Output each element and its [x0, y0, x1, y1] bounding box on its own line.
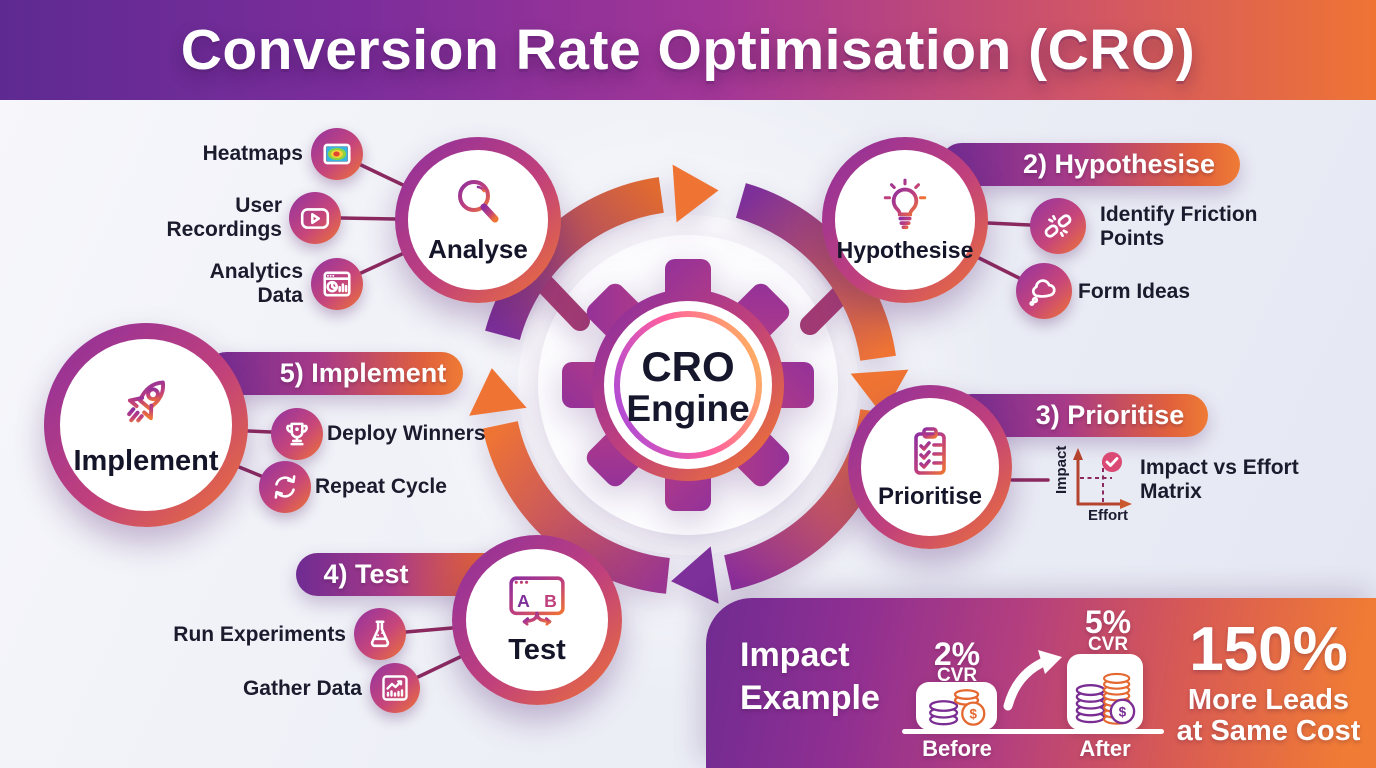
result-line1: More Leads — [1187, 684, 1350, 716]
page-title: Conversion Rate Optimisation (CRO) — [180, 18, 1196, 82]
lightbulb-icon — [883, 178, 927, 230]
video-play-icon — [289, 192, 341, 244]
impact-effort-chart-icon: Impact Effort — [1053, 446, 1132, 524]
stage-analyse-label: Analyse — [428, 234, 528, 264]
after-box: $ — [1067, 654, 1143, 730]
item-label-analytics-data: Analytics Data — [209, 260, 303, 307]
coins-large-icon: $ — [1075, 672, 1136, 725]
broken-chain-icon — [1030, 198, 1086, 254]
ribbon-implement: 5) Implement — [205, 352, 463, 395]
item-label-gather-data: Gather Data — [242, 677, 362, 700]
ribbon-hypothesise: 2) Hypothesise — [940, 143, 1240, 186]
result-value: 150% — [1189, 615, 1348, 684]
stage-hypothesise-label: Hypothesise — [836, 237, 974, 263]
stage-test-label: Test — [508, 633, 566, 666]
analytics-window-icon — [311, 258, 363, 310]
arrowhead-right — [850, 369, 909, 416]
stage-test-inner: A B Test — [465, 548, 609, 692]
before-coin-symbol: $ — [969, 706, 977, 721]
ab-letter-a: A — [517, 591, 530, 611]
item-label-impact-effort: Impact vs Effort Matrix — [1140, 456, 1299, 503]
stage-implement: Implement — [44, 323, 248, 527]
stage-prioritise: Prioritise — [848, 385, 1012, 549]
item-label-repeat-cycle: Repeat Cycle — [315, 475, 447, 498]
flask-icon — [354, 608, 406, 660]
stage-implement-label: Implement — [73, 444, 219, 477]
stage-hypothesise-inner: Hypothesise — [835, 150, 975, 290]
growth-arrow-icon — [1003, 650, 1062, 711]
stage-hypothesise: Hypothesise — [822, 137, 988, 303]
item-label-form-ideas: Form Ideas — [1078, 280, 1191, 303]
after-value: 5% — [1084, 604, 1132, 640]
impact-example-title: Impact Example — [740, 636, 880, 717]
stage-analyse-inner: Analyse — [408, 150, 548, 290]
heatmap-icon — [311, 128, 363, 180]
stage-analyse: Analyse — [395, 137, 561, 303]
baseline — [902, 729, 1164, 734]
arrowhead-left — [469, 368, 527, 416]
ab-test-icon: A B — [509, 576, 565, 626]
line-chart-icon — [370, 663, 420, 713]
clipboard-checklist-icon — [914, 426, 946, 475]
item-label-friction-points: Identify Friction Points — [1100, 203, 1258, 250]
before-unit: CVR — [936, 665, 978, 686]
matrix-x-axis-label: Effort — [1088, 507, 1128, 524]
after-coin-symbol: $ — [1119, 704, 1127, 719]
coins-small-icon: $ — [928, 689, 985, 726]
after-unit: CVR — [1087, 634, 1129, 655]
rocket-icon — [127, 380, 166, 423]
repeat-icon — [259, 461, 311, 513]
stage-prioritise-inner: Prioritise — [861, 398, 999, 536]
result-line2: at Same Cost — [1176, 715, 1361, 747]
connector-line-group — [237, 163, 1050, 679]
arrowhead-bottom — [671, 546, 719, 604]
item-label-user-recordings: User Recordings — [166, 194, 282, 241]
magnifier-icon — [458, 180, 499, 223]
stage-implement-inner: Implement — [60, 339, 232, 511]
after-label: After — [1079, 736, 1131, 761]
stage-test: A B Test — [452, 535, 622, 705]
item-label-heatmaps: Heatmaps — [202, 142, 303, 165]
before-label: Before — [922, 736, 992, 761]
cro-engine-gear: CRO Engine — [562, 259, 814, 511]
header-banner: Conversion Rate Optimisation (CRO) — [0, 0, 1376, 100]
engine-label-line2: Engine — [626, 388, 749, 429]
engine-label-line1: CRO — [641, 343, 734, 390]
before-value: 2% — [933, 636, 981, 672]
thought-cloud-icon — [1016, 263, 1072, 319]
item-label-deploy-winners: Deploy Winners — [327, 422, 486, 445]
matrix-y-axis-label: Impact — [1053, 446, 1070, 494]
before-box: $ — [916, 682, 997, 730]
impact-example-panel: Impact Example 2% CVR $ Before 5% CVR — [706, 598, 1376, 768]
arrowhead-top — [672, 164, 719, 223]
trophy-icon — [271, 408, 323, 460]
gear-glow-ring — [614, 311, 762, 459]
stage-prioritise-label: Prioritise — [877, 482, 983, 510]
ab-letter-b: B — [544, 591, 557, 611]
item-label-run-experiments: Run Experiments — [173, 623, 346, 646]
